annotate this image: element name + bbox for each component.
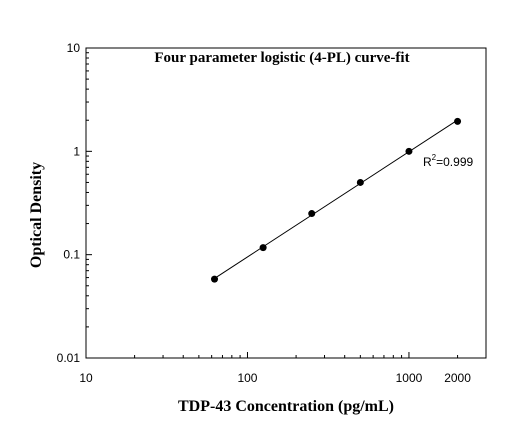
fit-line: [214, 119, 458, 279]
x-tick-label: 10: [79, 371, 93, 385]
data-point: [454, 117, 462, 125]
chart-title: Four parameter logistic (4-PL) curve-fit: [154, 50, 409, 66]
plot-frame: [85, 47, 487, 359]
data-point: [405, 147, 413, 155]
y-tick-label: 10: [67, 41, 81, 55]
y-tick-label: 0.1: [63, 248, 80, 262]
data-point: [356, 178, 364, 186]
r-squared-value: =0.999: [436, 155, 473, 169]
data-points: [211, 117, 462, 283]
r-squared-annotation: R2=0.999: [423, 153, 473, 169]
r-squared-r: R: [423, 155, 432, 169]
data-point: [308, 210, 316, 218]
x-tick-label: 100: [237, 371, 257, 385]
y-axis: 0.01 0.1 1 10: [57, 41, 92, 365]
data-point: [211, 275, 219, 283]
x-axis-label: TDP-43 Concentration (pg/mL): [178, 398, 394, 415]
y-axis-label: Optical Density: [28, 162, 45, 268]
x-axis: 10 100 1000 2000: [79, 352, 487, 385]
x-tick-label: 2000: [444, 371, 471, 385]
r-squared-sup: 2: [432, 153, 437, 162]
data-point: [259, 244, 267, 252]
x-tick-label: 1000: [396, 371, 423, 385]
y-tick-label: 0.01: [57, 351, 81, 365]
y-tick-label: 1: [73, 144, 80, 158]
